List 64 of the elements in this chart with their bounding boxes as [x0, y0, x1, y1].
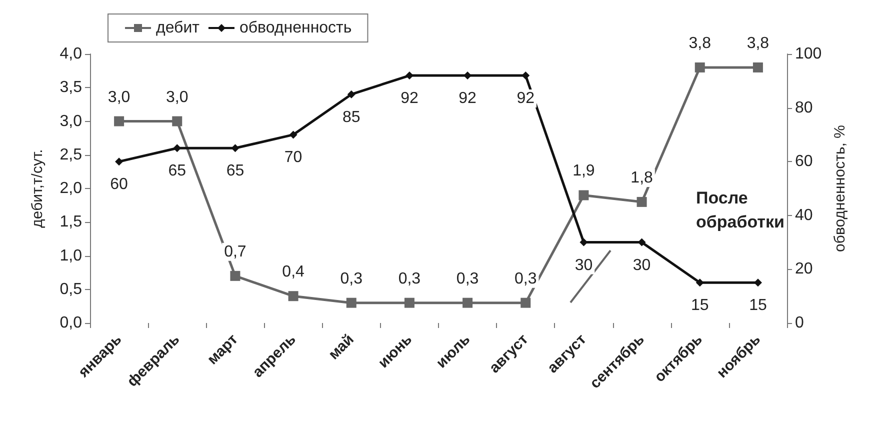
point: [114, 116, 124, 126]
annotation: После обработки: [696, 188, 784, 232]
data-label: 3,0: [166, 88, 188, 106]
data-label: 92: [458, 90, 477, 108]
y-tick-label: 3,5: [60, 79, 82, 96]
y2-tick-label: 100: [795, 46, 822, 62]
point: [520, 298, 531, 308]
data-label: 15: [749, 297, 767, 314]
legend-label: дебит: [156, 20, 200, 36]
y2-tick-label: 60: [795, 153, 813, 170]
y-tick-label: 0,0: [60, 314, 82, 332]
data-label: 0,3: [456, 270, 479, 288]
point: [752, 62, 763, 72]
data-label: 0,3: [398, 270, 421, 288]
y-tick-label: 0,5: [60, 280, 82, 298]
data-label: 0,3: [514, 270, 537, 288]
data-label: 60: [110, 176, 128, 194]
data-label: 1,8: [630, 169, 654, 186]
data-label: 3,8: [746, 34, 770, 52]
point: [696, 278, 704, 287]
point: [522, 72, 530, 80]
data-label: 65: [226, 162, 244, 180]
data-label: 0,4: [282, 264, 305, 281]
data-label: 70: [284, 149, 302, 166]
data-label: 3,0: [108, 88, 130, 106]
point: [289, 130, 298, 139]
point: [115, 158, 124, 166]
data-label: 92: [516, 90, 535, 108]
data-label: 1,9: [572, 162, 595, 180]
point: [405, 72, 414, 80]
data-label: 92: [400, 90, 418, 108]
y2-axis-title: обводненность, %: [832, 125, 849, 252]
point: [172, 116, 182, 126]
data-label: 0,3: [340, 270, 363, 288]
point: [346, 298, 356, 308]
y2-tick-label: 40: [795, 206, 813, 224]
point: [347, 90, 356, 98]
y-tick-label: 3,0: [60, 112, 82, 130]
data-label: 30: [632, 256, 651, 274]
point: [462, 298, 473, 308]
point: [230, 270, 240, 281]
point: [231, 144, 240, 152]
data-label: 0,7: [224, 243, 246, 260]
data-label: 30: [574, 256, 593, 274]
point: [173, 144, 182, 152]
data-label: 3,8: [688, 34, 712, 52]
point: [636, 196, 647, 207]
y2-tick-label: 0: [795, 314, 804, 332]
y-tick-label: 2,5: [60, 146, 82, 164]
legend-label: обводненность: [239, 20, 352, 36]
data-label: 65: [168, 162, 186, 180]
y-tick-label: 2,0: [60, 180, 82, 197]
y-axis-title: дебит,т/сут.: [29, 149, 46, 228]
y-tick-label: 1,5: [60, 214, 82, 231]
data-label: 15: [690, 297, 709, 314]
point: [578, 190, 589, 200]
point: [288, 291, 298, 302]
y-tick-label: 1,0: [60, 247, 82, 264]
y-tick-label: 4,0: [60, 46, 82, 62]
point: [404, 298, 414, 308]
y2-tick-label: 80: [795, 99, 813, 116]
data-label: 85: [342, 108, 360, 126]
y2-tick-label: 20: [795, 260, 813, 278]
point: [694, 62, 705, 72]
